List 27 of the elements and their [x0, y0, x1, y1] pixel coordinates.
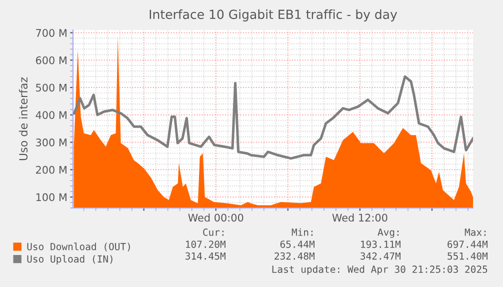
x-tick-label: Wed 00:00 — [188, 214, 244, 222]
y-tick-label: 500 M — [36, 84, 66, 92]
legend-label: Uso Download (OUT) — [27, 242, 130, 252]
text: Avg: — [378, 228, 399, 238]
y-tick-label: 400 M — [36, 111, 66, 119]
y-tick-label: 200 M — [36, 166, 66, 174]
y-tick-label: 700 M — [36, 28, 66, 37]
text: 697.44M — [448, 240, 488, 248]
x-tick-label: Wed 12:00 — [332, 214, 388, 222]
legend-label: Uso Upload (IN) — [27, 255, 112, 265]
text: 314.45M — [186, 252, 226, 260]
y-axis-title: Uso de interfaz — [18, 77, 28, 160]
chart-title: Interface 10 Gigabit EB1 traffic - by day — [150, 9, 398, 22]
text: 551.40M — [448, 252, 488, 260]
y-tick-label: 300 M — [36, 138, 66, 146]
text: 232.48M — [274, 252, 314, 260]
text: 193.11M — [361, 240, 400, 248]
text: Last update: Wed Apr 30 21:25:03 2025 — [272, 265, 488, 275]
line-series — [73, 75, 473, 160]
text: Min: — [292, 228, 313, 236]
y-tick-label: 100 M — [36, 193, 66, 202]
text: Cur: — [203, 228, 224, 236]
text: 107.20M — [186, 240, 226, 248]
y-tick-label: 600 M — [36, 56, 66, 64]
text: 65.44M — [280, 240, 314, 248]
text: 342.47M — [360, 252, 400, 260]
text: Max: — [464, 228, 486, 236]
